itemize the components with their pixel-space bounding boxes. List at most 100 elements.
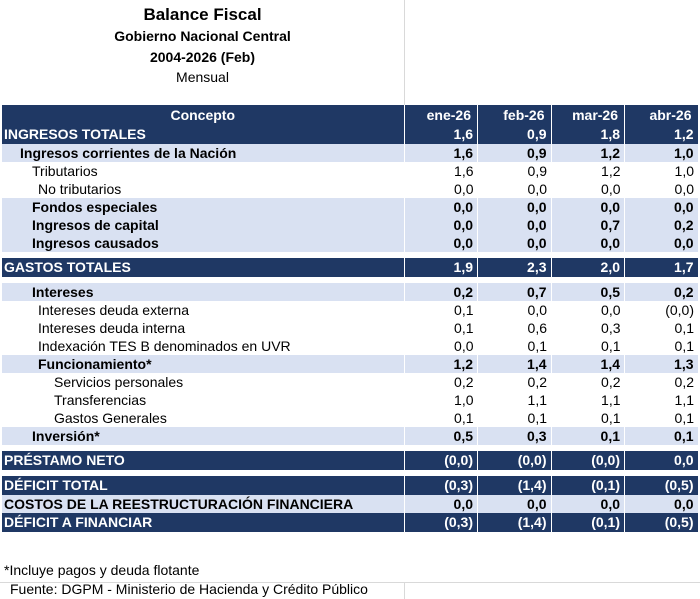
row-label: DÉFICIT TOTAL	[2, 476, 405, 495]
row-label: No tributarios	[2, 180, 404, 198]
value-cell: 0,2	[404, 373, 478, 391]
row-label: Ingresos de capital	[2, 216, 405, 234]
title-block: Balance Fiscal Gobierno Nacional Central…	[0, 4, 405, 87]
row-label: DÉFICIT A FINANCIAR	[2, 513, 405, 532]
column-header-month: abr-26	[624, 105, 699, 125]
spacer-cell	[2, 252, 698, 258]
value-cell: 0,0	[404, 337, 478, 355]
value-cell: 0,3	[477, 427, 552, 445]
value-cell: 0,0	[404, 495, 478, 513]
footnote: *Incluye pagos y deuda flotante	[4, 562, 200, 578]
value-cell: 1,1	[551, 391, 625, 409]
value-cell: 0,1	[624, 427, 699, 445]
value-cell: 0,1	[624, 409, 698, 427]
table-row: INGRESOS TOTALES 1,6 0,9 1,8 1,2	[2, 125, 699, 144]
value-cell: 0,6	[477, 319, 551, 337]
value-cell: 0,0	[551, 198, 625, 216]
row-label: Inversión*	[2, 427, 405, 445]
value-cell: (0,5)	[624, 513, 699, 532]
grid-line	[404, 582, 405, 599]
value-cell: (0,0)	[551, 451, 625, 470]
table-row: Intereses deuda externa 0,1 0,0 0,0 (0,0)	[2, 301, 698, 319]
table-row: Indexación TES B denominados en UVR 0,0 0,…	[2, 337, 698, 355]
value-cell: 0,2	[404, 283, 478, 301]
grid-line	[0, 582, 700, 583]
value-cell: 1,6	[404, 125, 478, 144]
page-subtitle: Gobierno Nacional Central	[114, 28, 291, 44]
table-row: COSTOS DE LA REESTRUCTURACIÓN FINANCIERA…	[2, 495, 699, 513]
table-row: Intereses 0,2 0,7 0,5 0,2	[2, 283, 699, 301]
spacer-cell	[2, 445, 698, 451]
value-cell: 0,0	[624, 234, 699, 252]
grid-line	[404, 0, 405, 105]
value-cell: 0,1	[477, 409, 551, 427]
table-row: Ingresos corrientes de la Nación 1,6 0,9 1,…	[2, 144, 699, 162]
table-row: Ingresos causados 0,0 0,0 0,0 0,0	[2, 234, 699, 252]
row-label: Indexación TES B denominados en UVR	[2, 337, 404, 355]
value-cell: 0,7	[477, 283, 552, 301]
fiscal-balance-table: Concepto ene-26 feb-26 mar-26 abr-26 ING…	[2, 105, 699, 532]
value-cell: 0,1	[624, 319, 698, 337]
value-cell: 1,0	[624, 162, 698, 180]
column-header-month: mar-26	[551, 105, 625, 125]
value-cell: 0,1	[477, 337, 551, 355]
table-header-row: Concepto ene-26 feb-26 mar-26 abr-26	[2, 105, 699, 125]
value-cell: 0,1	[551, 427, 625, 445]
value-cell: 1,6	[404, 162, 478, 180]
value-cell: 0,0	[404, 180, 478, 198]
value-cell: 0,0	[477, 198, 552, 216]
row-label: Transferencias	[2, 391, 404, 409]
value-cell: 0,0	[551, 180, 625, 198]
value-cell: 1,9	[404, 258, 478, 277]
table-row: PRÉSTAMO NETO (0,0) (0,0) (0,0) 0,0	[2, 451, 699, 470]
spacer-row	[2, 445, 698, 451]
table-row: Tributarios 1,6 0,9 1,2 1,0	[2, 162, 698, 180]
frequency-label: Mensual	[176, 69, 229, 85]
row-label: Intereses deuda externa	[2, 301, 404, 319]
value-cell: 0,0	[477, 301, 551, 319]
row-label: COSTOS DE LA REESTRUCTURACIÓN FINANCIERA	[2, 495, 405, 513]
value-cell: 0,9	[477, 162, 551, 180]
value-cell: 1,0	[404, 391, 478, 409]
value-cell: 1,6	[404, 144, 478, 162]
column-header-month: ene-26	[404, 105, 478, 125]
value-cell: 1,4	[551, 355, 625, 373]
value-cell: (0,1)	[551, 513, 625, 532]
value-cell: (0,0)	[477, 451, 552, 470]
value-cell: 0,0	[404, 216, 478, 234]
value-cell: 0,0	[404, 234, 478, 252]
spacer-cell	[2, 277, 698, 283]
row-label: Gastos Generales	[2, 409, 404, 427]
value-cell: (1,4)	[477, 476, 552, 495]
table-row: Servicios personales 0,2 0,2 0,2 0,2	[2, 373, 698, 391]
row-label: Intereses deuda interna	[2, 319, 404, 337]
row-label: Servicios personales	[2, 373, 404, 391]
value-cell: 0,0	[624, 198, 699, 216]
value-cell: (0,3)	[404, 513, 478, 532]
table-row: Inversión* 0,5 0,3 0,1 0,1	[2, 427, 699, 445]
row-label: Funcionamiento*	[2, 355, 405, 373]
value-cell: 0,1	[404, 409, 478, 427]
value-cell: (1,4)	[477, 513, 552, 532]
value-cell: 0,1	[551, 409, 625, 427]
value-cell: 0,0	[551, 301, 625, 319]
row-label: Intereses	[2, 283, 405, 301]
spacer-cell	[2, 470, 698, 476]
value-cell: 0,2	[477, 373, 551, 391]
value-cell: 0,1	[404, 319, 478, 337]
value-cell: 1,2	[551, 144, 625, 162]
table-row: Fondos especiales 0,0 0,0 0,0 0,0	[2, 198, 699, 216]
source-note: Fuente: DGPM - Ministerio de Hacienda y …	[10, 581, 368, 597]
table-row: DÉFICIT A FINANCIAR (0,3) (1,4) (0,1) (0,5)	[2, 513, 699, 532]
value-cell: 1,4	[477, 355, 552, 373]
value-cell: 0,0	[404, 198, 478, 216]
spacer-row	[2, 470, 698, 476]
value-cell: 1,8	[551, 125, 625, 144]
value-cell: 1,7	[624, 258, 699, 277]
value-cell: 1,1	[624, 391, 698, 409]
value-cell: 0,5	[404, 427, 478, 445]
row-label: Fondos especiales	[2, 198, 405, 216]
value-cell: 0,2	[624, 373, 698, 391]
value-cell: 0,0	[477, 180, 551, 198]
value-cell: (0,1)	[551, 476, 625, 495]
